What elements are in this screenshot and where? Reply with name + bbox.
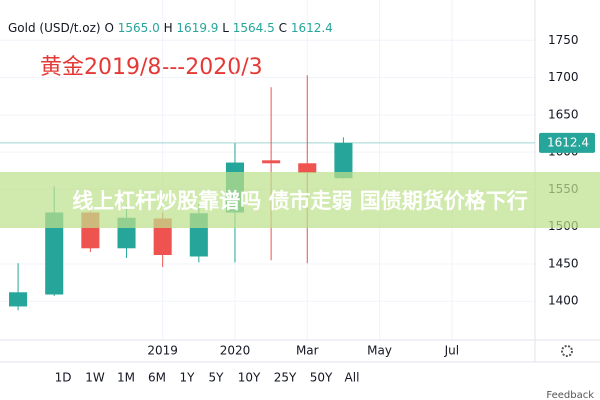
ohlc-value: 1565.0 — [118, 21, 160, 35]
range-button[interactable]: 6M — [148, 371, 166, 385]
range-button[interactable]: 10Y — [238, 371, 261, 385]
overlay-band — [0, 172, 600, 228]
y-tick-label: 1450 — [548, 256, 579, 270]
x-tick-label: Jul — [444, 344, 459, 358]
x-tick-label: May — [367, 344, 392, 358]
range-button[interactable]: All — [345, 371, 360, 385]
range-button[interactable]: 1D — [55, 371, 72, 385]
x-tick-label: 2020 — [220, 344, 251, 358]
y-tick-label: 1750 — [548, 33, 579, 47]
header: Gold (USD/t.oz) O 1565.0 H 1619.9 L 1564… — [8, 21, 333, 35]
range-button[interactable]: 5Y — [209, 371, 225, 385]
range-button[interactable]: 25Y — [274, 371, 297, 385]
candle-body — [298, 163, 317, 173]
y-tick-label: 1700 — [548, 70, 579, 84]
range-button[interactable]: 50Y — [310, 371, 333, 385]
last-price-label: 1612.4 — [547, 135, 589, 149]
range-button[interactable]: 1M — [117, 371, 135, 385]
ohlc-key: L — [222, 21, 229, 35]
range-button[interactable]: 1Y — [180, 371, 196, 385]
candle-body — [45, 212, 64, 295]
ohlc-key: O — [104, 21, 113, 35]
ohlc-key: C — [279, 21, 287, 35]
x-tick-label: Mar — [296, 344, 319, 358]
y-tick-label: 1400 — [548, 294, 579, 308]
range-button[interactable]: 1W — [85, 371, 105, 385]
overlay-text: 线上杠杆炒股靠谱吗 债市走弱 国债期货价格下行 — [72, 189, 528, 213]
x-tick-label: 2019 — [147, 344, 178, 358]
candle-body — [334, 142, 353, 179]
annotation: 黄金2019/8---2020/3 — [40, 55, 263, 80]
settings-icon[interactable] — [561, 345, 573, 357]
ohlc-value: 1564.5 — [233, 21, 275, 35]
ohlc-key: H — [164, 21, 173, 35]
feedback[interactable]: Feedback — [546, 390, 594, 400]
ohlc-value: 1619.9 — [176, 21, 218, 35]
ohlc-value: 1612.4 — [291, 21, 333, 35]
candle-body — [262, 160, 281, 164]
symbol: Gold (USD/t.oz) — [8, 21, 101, 35]
last-price-tag — [539, 132, 595, 153]
candle-body — [9, 292, 28, 307]
y-tick-label: 1650 — [548, 107, 579, 121]
